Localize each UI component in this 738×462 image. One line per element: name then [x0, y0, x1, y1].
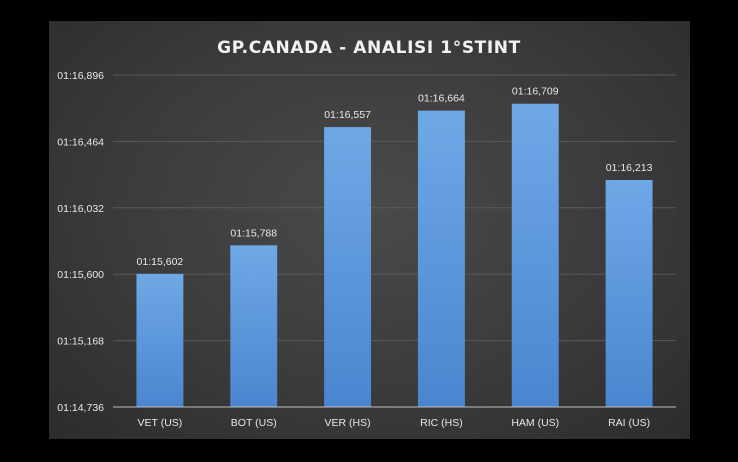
bar-data-label: 01:15,788	[230, 227, 277, 239]
bar	[511, 103, 559, 408]
x-axis: VET (US) BOT (US) VER (HS) RIC (HS) HAM (US)…	[113, 406, 676, 429]
x-category-label: RIC (HS)	[420, 417, 463, 429]
y-tick-label: 01:15,168	[57, 336, 104, 348]
bars	[136, 103, 653, 408]
bar	[324, 127, 372, 407]
chart-title: GP.CANADA - ANALISI 1°STINT	[217, 38, 521, 58]
bar	[417, 110, 465, 408]
y-tick-label: 01:16,896	[57, 70, 104, 82]
bar-chart: GP.CANADA - ANALISI 1°STINT 01:14,73601:…	[57, 38, 676, 429]
bar	[605, 179, 653, 407]
bar-data-label: 01:16,664	[418, 93, 465, 105]
y-axis-tick-labels: 01:14,736 01:15,168 01:15,600 01:16,032 01:1…	[57, 70, 104, 414]
y-tick-label: 01:15,600	[57, 269, 104, 281]
chart-panel: GP.CANADA - ANALISI 1°STINT 01:14,736 01:…	[49, 21, 690, 439]
y-tick-label: 01:14,736	[57, 402, 104, 414]
y-tick-label: 01:16,464	[57, 136, 104, 148]
y-tick-label: 01:16,032	[57, 203, 104, 215]
data-labels: 01:15,602 01:15,788 01:16,557 01:16,664 01:1…	[137, 86, 653, 268]
bar	[230, 245, 278, 407]
bar-data-label: 01:15,602	[137, 256, 184, 268]
x-category-label: VET (US)	[138, 417, 183, 429]
bar-data-label: 01:16,709	[512, 86, 559, 98]
bar	[136, 273, 184, 407]
gridlines	[113, 74, 676, 342]
x-category-label: VER (HS)	[325, 417, 371, 429]
x-category-label: BOT (US)	[231, 417, 277, 429]
bar-data-label: 01:16,557	[324, 109, 371, 121]
x-category-label: HAM (US)	[511, 417, 559, 429]
x-category-label: RAI (US)	[608, 417, 650, 429]
bar-data-label: 01:16,213	[606, 162, 653, 174]
